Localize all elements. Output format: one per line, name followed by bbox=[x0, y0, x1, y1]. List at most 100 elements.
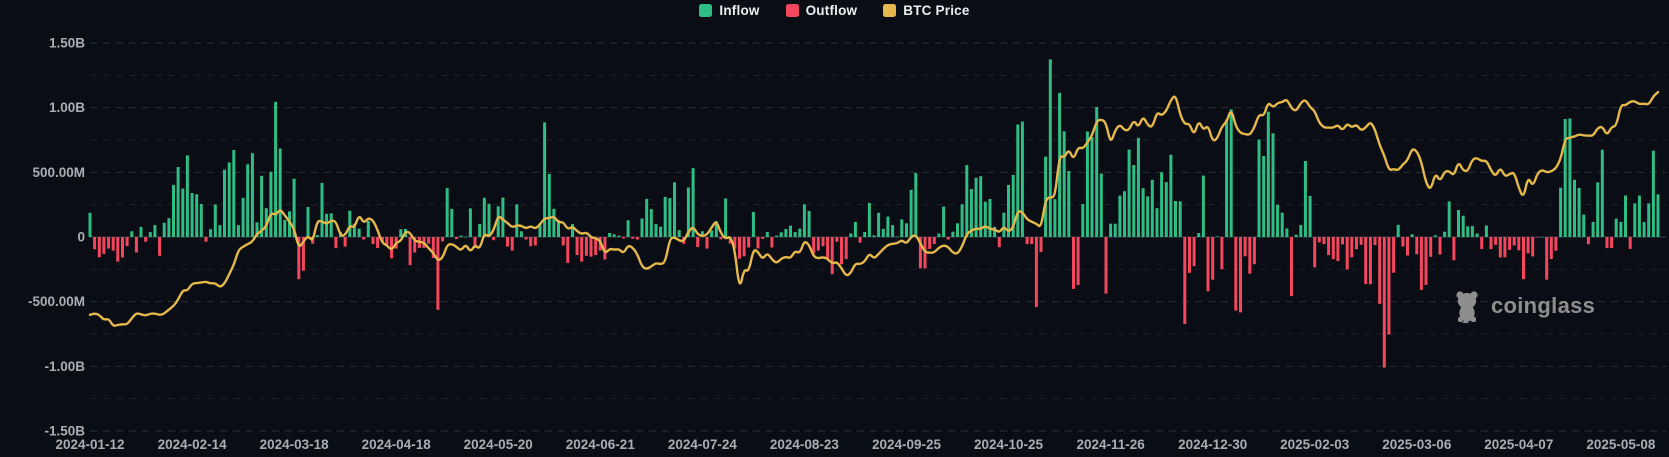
outflow-bar[interactable] bbox=[1382, 237, 1386, 368]
outflow-bar[interactable] bbox=[1415, 237, 1419, 255]
inflow-bar[interactable] bbox=[1600, 149, 1604, 237]
inflow-bar[interactable] bbox=[1433, 235, 1437, 237]
outflow-bar[interactable] bbox=[705, 237, 709, 249]
inflow-bar[interactable] bbox=[1016, 124, 1020, 238]
inflow-bar[interactable] bbox=[649, 209, 653, 237]
inflow-bar[interactable] bbox=[1048, 59, 1052, 237]
inflow-bar[interactable] bbox=[283, 219, 287, 237]
inflow-bar[interactable] bbox=[608, 233, 612, 237]
outflow-bar[interactable] bbox=[362, 237, 366, 240]
outflow-bar[interactable] bbox=[1401, 237, 1405, 247]
inflow-bar[interactable] bbox=[969, 189, 973, 237]
outflow-bar[interactable] bbox=[97, 237, 101, 258]
inflow-bar[interactable] bbox=[1443, 231, 1447, 237]
inflow-bar[interactable] bbox=[255, 222, 259, 237]
outflow-bar[interactable] bbox=[738, 237, 741, 259]
inflow-bar[interactable] bbox=[1109, 223, 1113, 237]
inflow-bar[interactable] bbox=[1461, 215, 1465, 237]
outflow-bar[interactable] bbox=[918, 237, 922, 269]
inflow-bar[interactable] bbox=[250, 153, 254, 237]
inflow-bar[interactable] bbox=[236, 225, 240, 237]
inflow-bar[interactable] bbox=[1146, 196, 1150, 237]
inflow-bar[interactable] bbox=[617, 235, 621, 237]
inflow-bar[interactable] bbox=[557, 220, 560, 237]
inflow-bar[interactable] bbox=[724, 198, 728, 238]
outflow-bar[interactable] bbox=[1526, 237, 1530, 254]
inflow-bar[interactable] bbox=[571, 224, 574, 237]
inflow-bar[interactable] bbox=[552, 208, 556, 237]
outflow-bar[interactable] bbox=[756, 237, 760, 249]
inflow-bar[interactable] bbox=[849, 233, 853, 237]
outflow-bar[interactable] bbox=[826, 237, 830, 260]
outflow-bar[interactable] bbox=[455, 237, 458, 240]
inflow-bar[interactable] bbox=[1410, 234, 1414, 237]
outflow-bar[interactable] bbox=[816, 237, 820, 251]
inflow-bar[interactable] bbox=[1266, 111, 1270, 237]
inflow-bar[interactable] bbox=[172, 184, 175, 237]
outflow-bar[interactable] bbox=[635, 237, 639, 240]
inflow-bar[interactable] bbox=[1044, 156, 1048, 237]
inflow-bar[interactable] bbox=[1118, 195, 1122, 237]
outflow-bar[interactable] bbox=[770, 237, 774, 248]
inflow-bar[interactable] bbox=[1201, 175, 1205, 237]
inflow-bar[interactable] bbox=[1141, 188, 1145, 237]
inflow-bar[interactable] bbox=[1276, 204, 1280, 237]
inflow-bar[interactable] bbox=[1067, 171, 1071, 237]
inflow-bar[interactable] bbox=[190, 193, 194, 237]
outflow-bar[interactable] bbox=[733, 237, 737, 249]
outflow-bar[interactable] bbox=[533, 237, 537, 246]
inflow-bar[interactable] bbox=[288, 211, 291, 237]
inflow-bar[interactable] bbox=[306, 207, 310, 237]
outflow-bar[interactable] bbox=[1030, 237, 1034, 244]
inflow-bar[interactable] bbox=[209, 229, 213, 237]
inflow-bar[interactable] bbox=[1229, 109, 1233, 237]
inflow-bar[interactable] bbox=[501, 197, 505, 237]
inflow-bar[interactable] bbox=[1062, 131, 1066, 237]
inflow-bar[interactable] bbox=[1262, 156, 1266, 237]
inflow-bar[interactable] bbox=[181, 188, 185, 237]
inflow-bar[interactable] bbox=[195, 194, 199, 237]
inflow-bar[interactable] bbox=[487, 203, 491, 237]
outflow-bar[interactable] bbox=[622, 237, 625, 239]
inflow-bar[interactable] bbox=[798, 228, 802, 237]
inflow-bar[interactable] bbox=[1053, 199, 1057, 237]
inflow-bar[interactable] bbox=[325, 213, 329, 237]
inflow-bar[interactable] bbox=[1563, 119, 1567, 237]
inflow-bar[interactable] bbox=[654, 224, 658, 237]
inflow-bar[interactable] bbox=[960, 204, 964, 237]
outflow-bar[interactable] bbox=[1549, 237, 1553, 259]
legend-item-outflow[interactable]: Outflow bbox=[785, 3, 858, 18]
inflow-bar[interactable] bbox=[956, 223, 959, 237]
outflow-bar[interactable] bbox=[1605, 237, 1609, 249]
inflow-bar[interactable] bbox=[223, 169, 226, 237]
inflow-bar[interactable] bbox=[241, 197, 245, 237]
inflow-bar[interactable] bbox=[1568, 118, 1572, 237]
outflow-bar[interactable] bbox=[1498, 237, 1502, 258]
inflow-bar[interactable] bbox=[148, 232, 152, 237]
outflow-bar[interactable] bbox=[946, 237, 950, 240]
inflow-bar[interactable] bbox=[292, 178, 296, 237]
inflow-bar[interactable] bbox=[213, 204, 217, 238]
outflow-bar[interactable] bbox=[1345, 237, 1349, 270]
outflow-bar[interactable] bbox=[1331, 237, 1335, 260]
outflow-bar[interactable] bbox=[1610, 237, 1614, 248]
inflow-bar[interactable] bbox=[1164, 182, 1168, 237]
outflow-bar[interactable] bbox=[134, 237, 138, 253]
outflow-bar[interactable] bbox=[1322, 237, 1326, 245]
inflow-bar[interactable] bbox=[1215, 236, 1219, 237]
inflow-bar[interactable] bbox=[886, 216, 890, 237]
outflow-bar[interactable] bbox=[1192, 237, 1196, 267]
outflow-bar[interactable] bbox=[204, 237, 208, 242]
inflow-bar[interactable] bbox=[942, 206, 946, 237]
outflow-bar[interactable] bbox=[116, 237, 120, 262]
inflow-bar[interactable] bbox=[905, 223, 908, 237]
outflow-bar[interactable] bbox=[311, 237, 315, 244]
inflow-bar[interactable] bbox=[807, 210, 811, 237]
outflow-bar[interactable] bbox=[1290, 237, 1293, 297]
inflow-bar[interactable] bbox=[538, 223, 542, 237]
inflow-bar[interactable] bbox=[1127, 149, 1131, 237]
outflow-bar[interactable] bbox=[747, 237, 751, 248]
outflow-bar[interactable] bbox=[371, 237, 375, 245]
outflow-bar[interactable] bbox=[1025, 237, 1029, 245]
outflow-bar[interactable] bbox=[510, 237, 514, 251]
